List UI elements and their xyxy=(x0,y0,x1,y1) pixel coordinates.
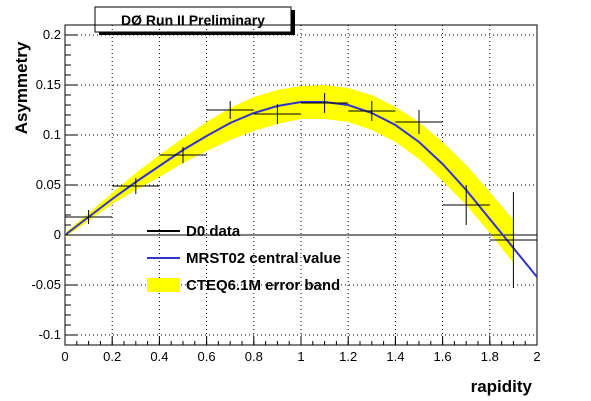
x-tick-label: 0.6 xyxy=(198,349,216,364)
legend-label-mrst: MRST02 central value xyxy=(186,250,341,267)
mrst-line xyxy=(64,101,538,278)
x-tick-label: 1.2 xyxy=(339,349,357,364)
legend-label-data: D0 data xyxy=(186,223,241,240)
data-point xyxy=(253,104,301,124)
d0-data-points xyxy=(65,93,537,288)
data-point xyxy=(159,147,207,163)
data-point xyxy=(112,178,160,194)
data-point xyxy=(395,110,443,134)
x-tick-label: 0.2 xyxy=(103,349,121,364)
legend-swatch-cteq xyxy=(147,278,180,292)
x-tick-label: 0.8 xyxy=(245,349,263,364)
y-tick-label: 0 xyxy=(54,227,61,242)
x-tick-label: 1.6 xyxy=(434,349,452,364)
x-tick-label: 1.8 xyxy=(481,349,499,364)
chart-title: DØ Run II Preliminary xyxy=(121,12,265,28)
cteq-error-band xyxy=(65,85,514,263)
legend: D0 data MRST02 central value CTEQ6.1M er… xyxy=(147,223,341,294)
legend-item-mrst: MRST02 central value xyxy=(147,250,341,267)
data-point xyxy=(65,210,113,224)
legend-item-cteq: CTEQ6.1M error band xyxy=(147,277,340,294)
data-point xyxy=(301,93,349,113)
y-tick-label: 0.05 xyxy=(36,177,61,192)
x-tick-label: 0.4 xyxy=(150,349,168,364)
y-tick-label: -0.05 xyxy=(31,277,61,292)
y-tick-label: 0.1 xyxy=(43,127,61,142)
title-box: DØ Run II Preliminary xyxy=(94,6,295,35)
cteq-band-area xyxy=(65,85,514,263)
data-point xyxy=(348,101,396,121)
x-tick-label: 1.4 xyxy=(386,349,404,364)
y-tick-label: -0.1 xyxy=(39,327,61,342)
x-tick-label: 2 xyxy=(533,349,540,364)
x-axis-title: rapidity xyxy=(471,377,533,396)
y-tick-label: 0.15 xyxy=(36,77,61,92)
legend-item-data: D0 data xyxy=(147,223,241,240)
data-point xyxy=(489,192,537,288)
x-tick-label: 1 xyxy=(297,349,304,364)
axis-ticks: 0 0.2 0.4 0.6 0.8 1 1.2 1.4 1.6 1.8 2 -0.1 -0.05 0 0.0… xyxy=(31,24,541,364)
y-tick-label: 0.2 xyxy=(43,27,61,42)
x-tick-label: 0 xyxy=(61,349,68,364)
legend-label-cteq: CTEQ6.1M error band xyxy=(186,277,340,294)
mrst-central-line xyxy=(64,101,538,278)
y-axis-title: Asymmetry xyxy=(12,41,31,134)
data-point xyxy=(206,101,254,119)
data-point xyxy=(442,185,490,225)
